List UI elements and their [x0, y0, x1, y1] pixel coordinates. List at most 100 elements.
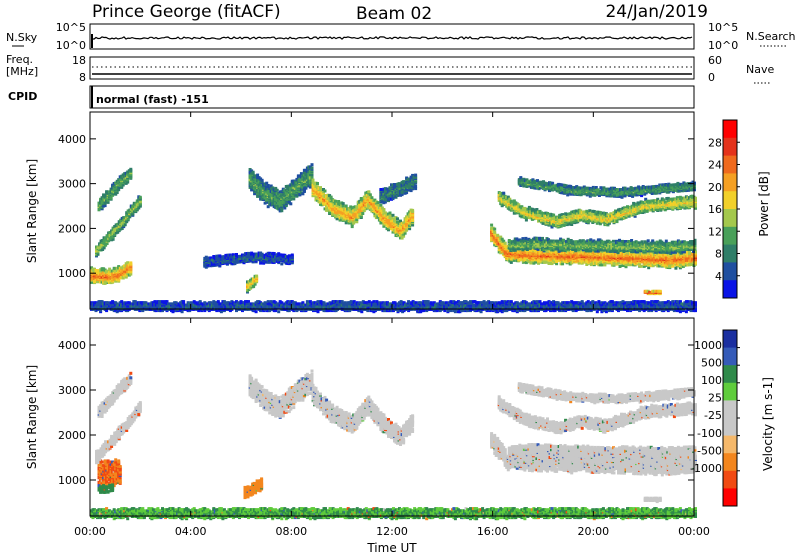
power-colorbar-tick-0: 4 — [715, 270, 722, 283]
velocity-colorbar-tick-6: -500 — [697, 444, 722, 457]
velocity-colorbar-tick-5: -100 — [697, 427, 722, 440]
power-band-11 — [518, 176, 696, 199]
noise-right-tick-bottom: 10^0 — [708, 39, 738, 52]
xtick-3: 12:00 — [376, 525, 408, 538]
velocity-band-11 — [644, 497, 662, 503]
velocity-band-4 — [244, 477, 264, 499]
power-band-2 — [98, 168, 133, 212]
xtick-1: 04:00 — [175, 525, 207, 538]
velocity-colorbar-tick-7: -1000 — [690, 462, 722, 475]
x-axis-label: Time UT — [366, 541, 417, 554]
velocity-ytick-0: 1000 — [58, 474, 86, 487]
radar-summary-figure: Prince George (fitACF) Beam 02 24/Jan/20… — [0, 0, 800, 554]
velocity-colorbar-swatch-7 — [723, 453, 737, 471]
noise-right-tick-top: 10^5 — [708, 21, 738, 34]
beam-label: Beam 02 — [356, 4, 432, 24]
xtick-6: 00:00 — [678, 525, 710, 538]
velocity-colorbar-tick-0: 1000 — [694, 339, 722, 352]
power-heatmap — [90, 163, 697, 313]
xtick-2: 08:00 — [275, 525, 307, 538]
power-colorbar-swatch-9 — [723, 280, 737, 298]
xtick-0: 00:00 — [74, 525, 106, 538]
power-colorbar-swatch-4 — [723, 191, 737, 209]
velocity-heatmap — [90, 370, 697, 521]
noise-sky-trace — [92, 37, 692, 39]
velocity-colorbar-label: Velocity [m s-1] — [761, 377, 775, 471]
velocity-colorbar: 1000 500 100 25 -25 -100 -500 -1000 — [690, 330, 740, 507]
power-y-axis-label: Slant Range [km] — [25, 159, 39, 263]
velocity-colorbar-swatch-2 — [723, 365, 737, 383]
velocity-colorbar-swatch-1 — [723, 348, 737, 366]
velocity-y-axis-label: Slant Range [km] — [25, 365, 39, 469]
noise-left-tick-bottom: 10^0 — [56, 39, 86, 52]
velocity-ytick-1: 2000 — [58, 429, 86, 442]
velocity-colorbar-tick-4: -25 — [704, 409, 722, 422]
power-colorbar-tick-1: 8 — [715, 248, 722, 261]
power-band-4 — [203, 252, 293, 269]
velocity-band-10 — [518, 382, 696, 404]
velocity-colorbar-swatch-0 — [723, 330, 737, 348]
velocity-band-0 — [98, 458, 122, 487]
noise-panel: N.Sky 10^5 10^0 10^5 10^0 N.Search — [6, 21, 796, 52]
power-ytick-1: 2000 — [58, 222, 86, 235]
power-ytick-3: 4000 — [58, 133, 86, 146]
power-colorbar-tick-5: 24 — [708, 159, 722, 172]
power-colorbar-swatch-8 — [723, 262, 737, 280]
power-colorbar-tick-2: 12 — [708, 225, 722, 238]
noise-left-tick-top: 10^5 — [56, 21, 86, 34]
velocity-colorbar-swatch-6 — [723, 436, 737, 454]
velocity-band-3 — [98, 372, 133, 418]
velocity-ytick-3: 4000 — [58, 339, 86, 352]
velocity-colorbar-swatch-5 — [723, 418, 737, 436]
date-label: 24/Jan/2019 — [605, 2, 708, 22]
nave-tick-top: 60 — [708, 54, 722, 67]
velocity-colorbar-swatch-9 — [723, 488, 737, 506]
velocity-colorbar-swatch-3 — [723, 383, 737, 401]
power-colorbar-swatch-6 — [723, 227, 737, 245]
power-colorbar-swatch-5 — [723, 209, 737, 227]
noise-left-label: N.Sky — [6, 31, 38, 44]
power-colorbar-tick-4: 20 — [708, 181, 722, 194]
power-ytick-2: 3000 — [58, 178, 86, 191]
freq-tick-bottom: 8 — [79, 71, 86, 84]
cpid-text: normal (fast) -151 — [96, 93, 209, 106]
power-colorbar-tick-6: 28 — [708, 136, 722, 149]
cpid-label: CPID — [8, 90, 37, 103]
power-colorbar-label: Power [dB] — [757, 171, 771, 236]
power-ytick-0: 1000 — [58, 267, 86, 280]
power-colorbar-swatch-2 — [723, 156, 737, 174]
power-colorbar-tick-3: 16 — [708, 203, 722, 216]
velocity-colorbar-tick-3: 25 — [708, 392, 722, 405]
power-band-7 — [379, 174, 417, 205]
velocity-colorbar-swatch-8 — [723, 471, 737, 489]
velocity-band-12 — [90, 507, 697, 520]
velocity-colorbar-swatch-4 — [723, 400, 737, 418]
power-band-0 — [90, 261, 132, 285]
cpid-panel: CPID normal (fast) -151 — [8, 86, 694, 108]
power-colorbar-swatch-7 — [723, 245, 737, 263]
power-band-3 — [246, 275, 258, 294]
power-colorbar-swatch-1 — [723, 138, 737, 156]
power-band-10 — [498, 191, 697, 228]
power-panel: 1000 2000 3000 4000 Slant Range [km] 4 8 12 16… — [25, 112, 771, 313]
power-colorbar-swatch-0 — [723, 120, 737, 138]
xtick-4: 16:00 — [477, 525, 509, 538]
power-colorbar: 4 8 12 16 20 24 28 — [708, 120, 740, 299]
velocity-band-5 — [249, 370, 314, 419]
velocity-colorbar-tick-1: 500 — [701, 356, 722, 369]
noise-right-label: N.Search — [746, 30, 796, 43]
power-band-5 — [249, 163, 314, 212]
power-band-13 — [90, 300, 697, 313]
power-band-12 — [644, 290, 662, 295]
velocity-colorbar-tick-2: 100 — [701, 374, 722, 387]
frequency-panel: Freq. [MHz] 18 8 60 0 Nave — [6, 53, 774, 84]
power-colorbar-swatch-3 — [723, 173, 737, 191]
velocity-panel: 1000 2000 3000 4000 00:00 04:00 08:00 12:00 16:… — [25, 112, 775, 554]
velocity-ytick-2: 3000 — [58, 384, 86, 397]
freq-tick-top: 18 — [72, 54, 86, 67]
freq-label-2: [MHz] — [6, 65, 38, 78]
radar-title: Prince George (fitACF) — [92, 2, 281, 22]
nave-label: Nave — [746, 63, 774, 76]
velocity-band-6 — [312, 384, 415, 446]
nave-tick-bottom: 0 — [708, 71, 715, 84]
